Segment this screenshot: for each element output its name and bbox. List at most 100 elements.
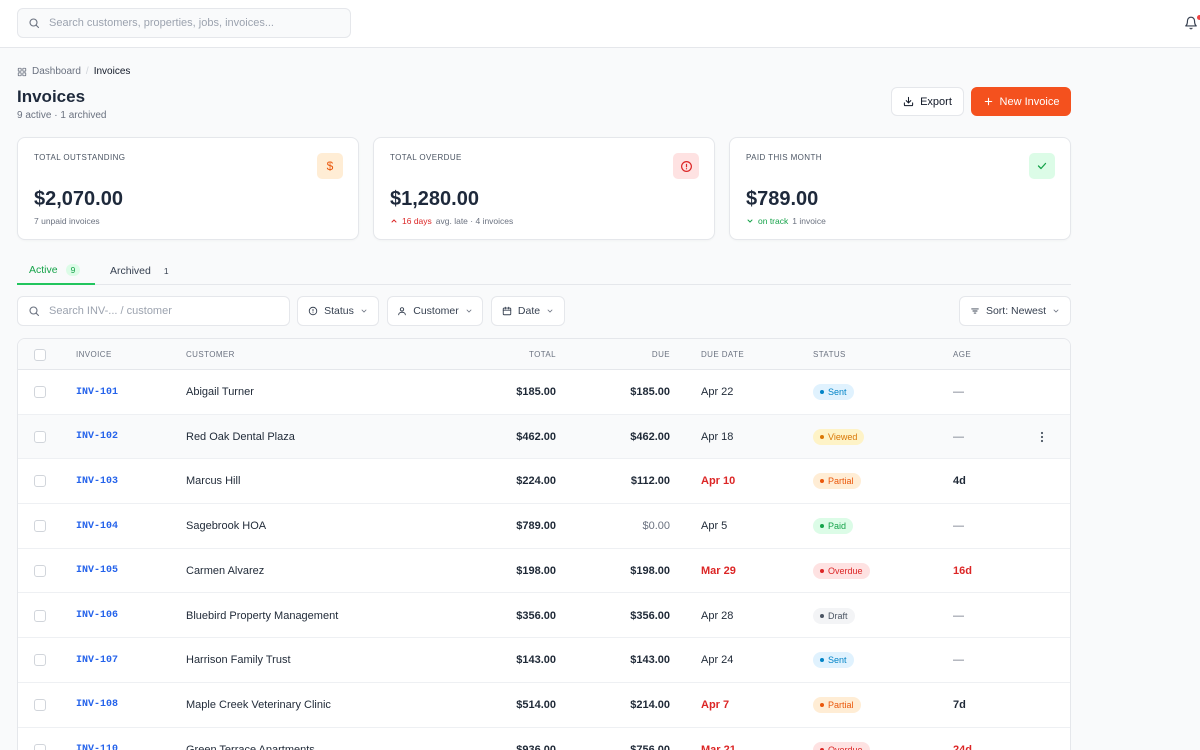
invoice-total: $789.00	[516, 520, 556, 533]
search-icon	[29, 306, 40, 317]
plus-icon	[984, 97, 992, 106]
table-row[interactable]: INV-102 Red Oak Dental Plaza $462.00 $462.0…	[18, 414, 1070, 460]
table-row[interactable]: INV-107 Harrison Family Trust $143.00 $143.…	[18, 638, 1070, 683]
breadcrumb-dashboard[interactable]: Dashboard	[32, 66, 81, 77]
bell-icon	[1185, 16, 1197, 30]
table-row[interactable]: INV-101 Abigail Turner $185.00 $185.00 Apr 2…	[18, 370, 1070, 415]
invoice-due-date: Apr 5	[701, 520, 728, 533]
global-search-input[interactable]	[49, 17, 329, 29]
status-dot	[820, 568, 824, 573]
invoice-due: $462.00	[630, 430, 670, 443]
status-dot	[820, 658, 824, 663]
invoice-link[interactable]: INV-107	[76, 654, 119, 666]
customer-name: Sagebrook HOA	[186, 520, 267, 533]
row-checkbox[interactable]	[34, 415, 46, 459]
status-label: Overdue	[828, 565, 863, 576]
status-label: Sent	[828, 387, 847, 397]
breadcrumb-separator: /	[85, 66, 89, 77]
customer-name: Maple Creek Veterinary Clinic	[186, 698, 331, 711]
invoice-link[interactable]: INV-110	[76, 744, 119, 750]
customer-name: Harrison Family Trust	[186, 654, 291, 667]
notification-bell[interactable]	[1184, 15, 1200, 32]
chevron-down-icon	[1053, 309, 1059, 313]
table-row[interactable]: INV-108 Maple Creek Veterinary Clinic $514…	[18, 683, 1070, 728]
invoice-link[interactable]: INV-103	[76, 475, 119, 487]
invoice-link[interactable]: INV-106	[76, 610, 119, 621]
column-status[interactable]: STATUS	[813, 350, 846, 359]
tab-count-badge: 9	[65, 264, 81, 276]
global-search[interactable]	[17, 8, 351, 38]
invoice-link[interactable]: INV-101	[76, 386, 119, 398]
card-total-outstanding: TOTAL OUTSTANDING $ $2,070.00 7 unpaid i…	[17, 137, 359, 240]
select-all-checkbox[interactable]	[34, 339, 46, 370]
row-checkbox[interactable]	[34, 504, 46, 548]
invoice-age: 4d	[953, 475, 966, 488]
row-checkbox[interactable]	[34, 594, 46, 638]
column-age[interactable]: AGE	[953, 350, 972, 359]
row-actions-button[interactable]	[1037, 415, 1047, 459]
tab-active[interactable]: Active 9	[17, 257, 95, 285]
invoice-total: $356.00	[516, 609, 556, 622]
column-due[interactable]: DUE	[651, 350, 670, 359]
invoice-due: $0.00	[642, 520, 670, 533]
invoice-search[interactable]	[17, 296, 290, 326]
table-row[interactable]: INV-110 Green Terrace Apartments $936.00 $7…	[18, 728, 1070, 750]
customer-name: Carmen Alvarez	[186, 564, 265, 577]
row-checkbox[interactable]	[34, 638, 46, 682]
column-customer[interactable]: CUSTOMER	[186, 350, 235, 359]
invoice-due-date: Apr 28	[701, 609, 734, 622]
row-checkbox[interactable]	[34, 683, 46, 727]
invoice-table: INVOICE CUSTOMER TOTAL DUE DUE DATE STAT…	[17, 338, 1071, 750]
tab-label: Archived	[110, 265, 151, 277]
column-total[interactable]: TOTAL	[528, 350, 556, 359]
customer-filter-button[interactable]: Customer	[387, 296, 483, 326]
kebab-icon	[1040, 431, 1044, 442]
invoice-due: $756.00	[630, 743, 670, 750]
status-filter-button[interactable]: Status	[297, 296, 379, 326]
invoice-link[interactable]: INV-108	[76, 699, 119, 711]
row-checkbox[interactable]	[34, 459, 46, 503]
row-checkbox[interactable]	[34, 370, 46, 414]
date-filter-button[interactable]: Date	[491, 296, 565, 326]
chevron-down-icon	[747, 219, 753, 223]
tab-label: Active	[29, 264, 58, 276]
invoice-link[interactable]: INV-105	[76, 565, 119, 577]
invoice-link[interactable]: INV-102	[76, 431, 119, 443]
status-cell: Partial	[813, 683, 861, 727]
table-row[interactable]: INV-106 Bluebird Property Management $356.…	[18, 594, 1070, 639]
invoice-link[interactable]: INV-104	[76, 520, 119, 532]
customer-name: Bluebird Property Management	[186, 609, 339, 622]
status-dot	[820, 479, 824, 484]
status-badge: Paid	[813, 518, 854, 535]
tab-archived[interactable]: Archived 1	[110, 257, 174, 285]
column-due-date[interactable]: DUE DATE	[701, 350, 745, 359]
customer-filter-label: Customer	[413, 305, 459, 317]
invoice-total: $514.00	[516, 698, 556, 711]
customer-name: Green Terrace Apartments	[186, 743, 315, 750]
status-badge: Sent	[813, 652, 854, 669]
sort-button[interactable]: Sort: Newest	[959, 296, 1071, 326]
invoice-search-input[interactable]	[49, 305, 269, 317]
row-checkbox[interactable]	[34, 728, 46, 750]
table-row[interactable]: INV-105 Carmen Alvarez $198.00 $198.00 Mar 2…	[18, 549, 1070, 594]
date-filter-label: Date	[517, 305, 541, 317]
row-checkbox[interactable]	[34, 549, 46, 593]
invoice-due-date: Apr 24	[701, 654, 734, 667]
invoice-total: $143.00	[516, 654, 556, 667]
card-note-text: avg. late · 4 invoices	[435, 216, 514, 226]
table-row[interactable]: INV-104 Sagebrook HOA $789.00 $0.00 Apr 5 Pai…	[18, 504, 1070, 549]
invoice-due-date: Mar 21	[701, 743, 736, 750]
new-invoice-button[interactable]: New Invoice	[971, 87, 1071, 116]
export-button[interactable]: Export	[891, 87, 964, 116]
invoice-total: $198.00	[516, 564, 556, 577]
card-label: TOTAL OUTSTANDING	[34, 153, 126, 162]
calendar-icon	[502, 306, 512, 316]
invoice-age: —	[953, 430, 964, 443]
status-badge: Sent	[813, 384, 854, 400]
table-row[interactable]: INV-103 Marcus Hill $224.00 $112.00 Apr 10 Pa…	[18, 459, 1070, 505]
column-invoice[interactable]: INVOICE	[76, 350, 112, 359]
status-dot	[820, 613, 824, 618]
card-value: $1,280.00	[390, 188, 479, 210]
status-badge: Overdue	[813, 562, 870, 579]
card-label: TOTAL OVERDUE	[390, 153, 462, 162]
